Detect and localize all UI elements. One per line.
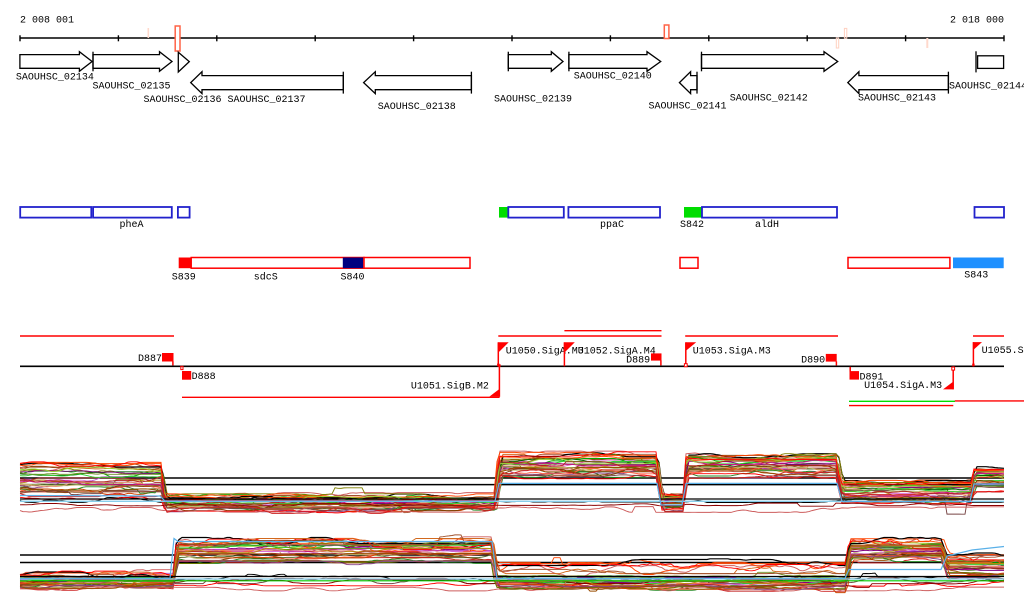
svg-text:aldH: aldH (755, 219, 779, 231)
svg-text:S842: S842 (680, 220, 704, 231)
svg-text:SAOUHSC_02144: SAOUHSC_02144 (949, 82, 1024, 93)
svg-text:U1052.SigA.M4: U1052.SigA.M4 (578, 346, 656, 358)
svg-text:U1051.SigB.M2: U1051.SigB.M2 (411, 381, 489, 393)
svg-text:D890: D890 (801, 356, 825, 367)
svg-text:S839: S839 (172, 273, 196, 284)
svg-text:sdcS: sdcS (254, 272, 278, 284)
svg-text:D887: D887 (138, 354, 162, 365)
svg-text:U1055.SigA: U1055.SigA (982, 345, 1024, 357)
svg-text:U1054.SigA.M3: U1054.SigA.M3 (864, 380, 942, 392)
svg-text:SAOUHSC_02140: SAOUHSC_02140 (574, 72, 652, 83)
svg-text:pheA: pheA (120, 219, 144, 231)
svg-text:U1053.SigA.M3: U1053.SigA.M3 (693, 345, 771, 357)
svg-text:S840: S840 (341, 273, 365, 284)
svg-text:SAOUHSC_02137: SAOUHSC_02137 (228, 95, 306, 106)
svg-text:U1050.SigA.M3: U1050.SigA.M3 (506, 346, 584, 358)
svg-text:SAOUHSC_02136: SAOUHSC_02136 (144, 95, 222, 106)
svg-text:2 018 000: 2 018 000 (950, 16, 1004, 27)
svg-text:SAOUHSC_02142: SAOUHSC_02142 (730, 94, 808, 105)
svg-text:2 008 001: 2 008 001 (20, 16, 74, 27)
svg-text:D891: D891 (860, 372, 884, 383)
svg-text:SAOUHSC_02134: SAOUHSC_02134 (16, 72, 94, 83)
svg-text:ppaC: ppaC (600, 220, 624, 231)
svg-text:SAOUHSC_02141: SAOUHSC_02141 (649, 102, 727, 113)
svg-text:D889: D889 (626, 356, 650, 367)
svg-text:S843: S843 (964, 271, 988, 282)
svg-text:SAOUHSC_02143: SAOUHSC_02143 (858, 94, 936, 105)
svg-text:SAOUHSC_02139: SAOUHSC_02139 (494, 95, 572, 106)
svg-text:SAOUHSC_02138: SAOUHSC_02138 (378, 102, 456, 113)
svg-text:D888: D888 (192, 372, 216, 383)
svg-text:SAOUHSC_02135: SAOUHSC_02135 (93, 82, 171, 93)
